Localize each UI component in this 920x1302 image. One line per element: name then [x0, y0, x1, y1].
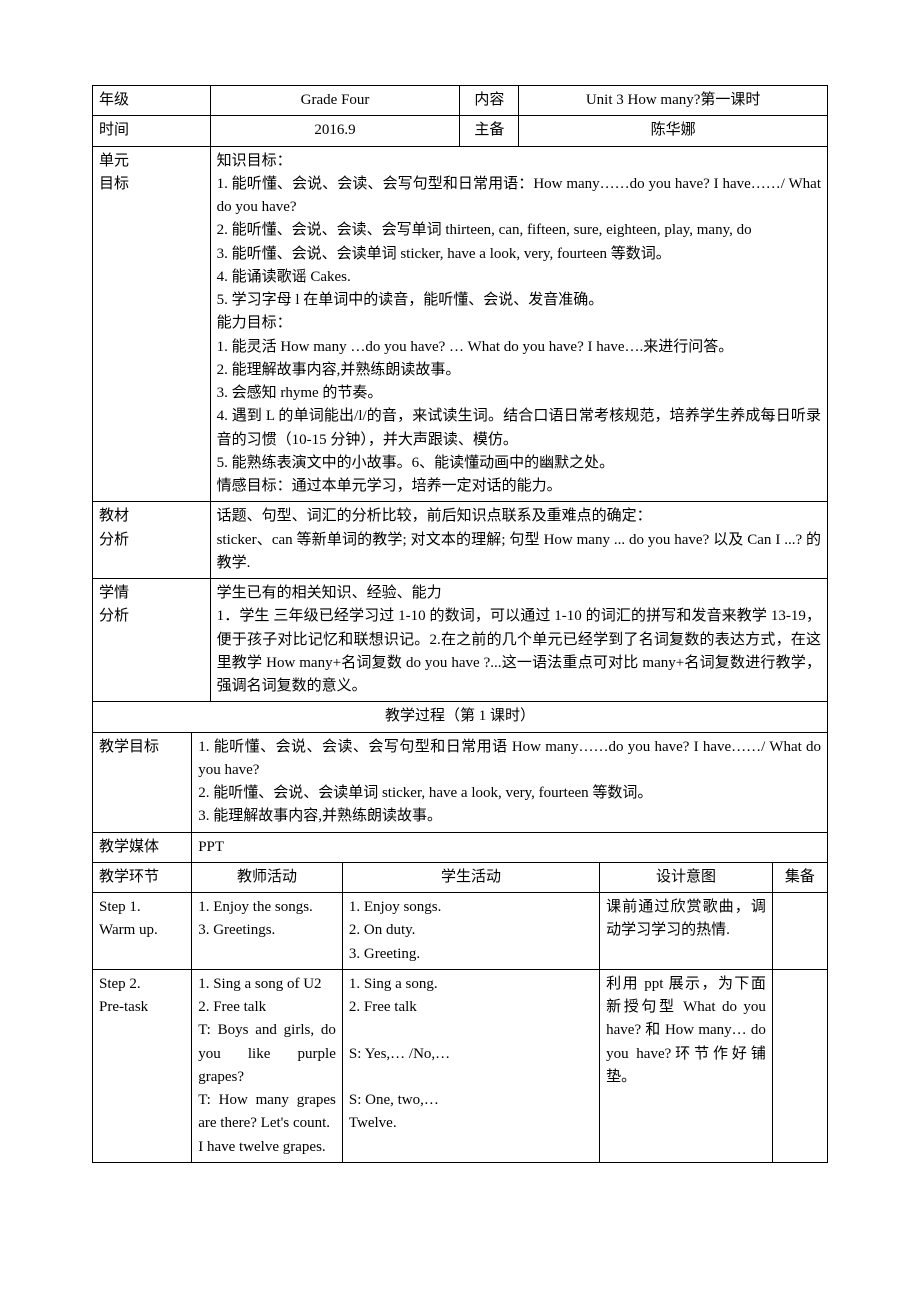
col-teacher: 教师活动: [192, 862, 343, 892]
s2-t4: T: How many grapes are there? Let's coun…: [198, 1089, 336, 1136]
a4: 4. 遇到 L 的单词能出/l/的音，来试读生词。结合口语日常考核规范，培养学生…: [217, 405, 821, 452]
unit-goals-label: 单元 目标: [93, 146, 211, 502]
lesson-goals-content: 1. 能听懂、会说、会读、会写句型和日常用语 How many……do you …: [192, 732, 828, 832]
learner-line1: 学生已有的相关知识、经验、能力: [217, 582, 821, 605]
a3: 3. 会感知 rhyme 的节奏。: [217, 382, 821, 405]
lg1: 1. 能听懂、会说、会读、会写句型和日常用语 How many……do you …: [198, 736, 821, 783]
s2-s1: 1. Sing a song.: [349, 973, 593, 996]
s2-t2: 2. Free talk: [198, 996, 336, 1019]
lg2: 2. 能听懂、会说、会读单词 sticker, have a look, ver…: [198, 782, 821, 805]
time-value: 2016.9: [210, 116, 460, 146]
material-line2: sticker、can 等新单词的教学; 对文本的理解; 句型 How many…: [217, 529, 821, 576]
s2-s2: 2. Free talk: [349, 996, 593, 1019]
step1-teacher: 1. Enjoy the songs. 3. Greetings.: [192, 893, 343, 970]
s1-s1: 1. Enjoy songs.: [349, 896, 593, 919]
step1-notes: [772, 893, 827, 970]
col-notes: 集备: [772, 862, 827, 892]
process-header: 教学过程（第 1 课时）: [93, 702, 828, 732]
step1-intent: 课前通过欣赏歌曲，调动学习学习的热情.: [600, 893, 773, 970]
material-content: 话题、句型、词汇的分析比较，前后知识点联系及重难点的确定： sticker、ca…: [210, 502, 827, 579]
document-page: 年级 Grade Four 内容 Unit 3 How many?第一课时 时间…: [0, 0, 920, 1163]
step1-name-l1: Step 1.: [99, 899, 141, 915]
unit-goals-label-l2: 目标: [99, 176, 129, 192]
lesson-goals-label: 教学目标: [93, 732, 192, 832]
grade-value: Grade Four: [210, 86, 460, 116]
step2-name-l1: Step 2.: [99, 976, 141, 992]
grade-label: 年级: [93, 86, 211, 116]
step2-name-l2: Pre-task: [99, 999, 148, 1015]
k4: 4. 能诵读歌谣 Cakes.: [217, 266, 821, 289]
knowledge-header: 知识目标：: [217, 150, 821, 173]
material-label: 教材 分析: [93, 502, 211, 579]
s2-s7: Twelve.: [349, 1112, 593, 1135]
s1-s3: 3. Greeting.: [349, 943, 593, 966]
lg3: 3. 能理解故事内容,并熟练朗读故事。: [198, 805, 821, 828]
learner-label-l1: 学情: [99, 585, 129, 601]
k3: 3. 能听懂、会说、会读单词 sticker, have a look, ver…: [217, 243, 821, 266]
s1-s2: 2. On duty.: [349, 919, 593, 942]
s2-t5: I have twelve grapes.: [198, 1136, 336, 1159]
col-step: 教学环节: [93, 862, 192, 892]
learner-content: 学生已有的相关知识、经验、能力 1．学生 三年级已经学习过 1-10 的数词，可…: [210, 579, 827, 702]
learner-label-l2: 分析: [99, 608, 129, 624]
media-label: 教学媒体: [93, 832, 192, 862]
material-label-l2: 分析: [99, 532, 129, 548]
k5: 5. 学习字母 l 在单词中的读音，能听懂、会说、发音准确。: [217, 289, 821, 312]
a2: 2. 能理解故事内容,并熟练朗读故事。: [217, 359, 821, 382]
a5: 5. 能熟练表演文中的小故事。6、能读懂动画中的幽默之处。: [217, 452, 821, 475]
col-student: 学生活动: [342, 862, 599, 892]
step1-student: 1. Enjoy songs. 2. On duty. 3. Greeting.: [342, 893, 599, 970]
media-value: PPT: [192, 832, 828, 862]
s1-t1: 1. Enjoy the songs.: [198, 896, 336, 919]
time-label: 时间: [93, 116, 211, 146]
author-label: 主备: [460, 116, 519, 146]
step1-name: Step 1. Warm up.: [93, 893, 192, 970]
content-label: 内容: [460, 86, 519, 116]
s2-t3: T: Boys and girls, do you like purple gr…: [198, 1019, 336, 1089]
a1: 1. 能灵活 How many …do you have? … What do …: [217, 336, 821, 359]
learner-label: 学情 分析: [93, 579, 211, 702]
s1-t3: 3. Greetings.: [198, 919, 336, 942]
material-line1: 话题、句型、词汇的分析比较，前后知识点联系及重难点的确定：: [217, 505, 821, 528]
step2-name: Step 2. Pre-task: [93, 969, 192, 1162]
unit-goals-content: 知识目标： 1. 能听懂、会说、会读、会写句型和日常用语：How many……d…: [210, 146, 827, 502]
author-value: 陈华娜: [519, 116, 828, 146]
s2-t1: 1. Sing a song of U2: [198, 973, 336, 996]
step2-teacher: 1. Sing a song of U2 2. Free talk T: Boy…: [192, 969, 343, 1162]
unit-goals-label-l1: 单元: [99, 153, 129, 169]
s2-s4: S: Yes,… /No,…: [349, 1043, 593, 1066]
ability-header: 能力目标：: [217, 312, 821, 335]
step2-notes: [772, 969, 827, 1162]
step1-name-l2: Warm up.: [99, 922, 158, 938]
col-intent: 设计意图: [600, 862, 773, 892]
step2-student: 1. Sing a song. 2. Free talk S: Yes,… /N…: [342, 969, 599, 1162]
s2-s3: [349, 1019, 593, 1042]
s2-s5: [349, 1066, 593, 1089]
k1: 1. 能听懂、会说、会读、会写句型和日常用语：How many……do you …: [217, 173, 821, 220]
s2-s6: S: One, two,…: [349, 1089, 593, 1112]
material-label-l1: 教材: [99, 508, 129, 524]
content-value: Unit 3 How many?第一课时: [519, 86, 828, 116]
step2-intent: 利用 ppt 展示，为下面新授句型 What do you have? 和 Ho…: [600, 969, 773, 1162]
learner-line2: 1．学生 三年级已经学习过 1-10 的数词，可以通过 1-10 的词汇的拼写和…: [217, 605, 821, 698]
k2: 2. 能听懂、会说、会读、会写单词 thirteen, can, fifteen…: [217, 219, 821, 242]
lesson-plan-table: 年级 Grade Four 内容 Unit 3 How many?第一课时 时间…: [92, 85, 828, 1163]
emotion-goal: 情感目标：通过本单元学习，培养一定对话的能力。: [217, 475, 821, 498]
